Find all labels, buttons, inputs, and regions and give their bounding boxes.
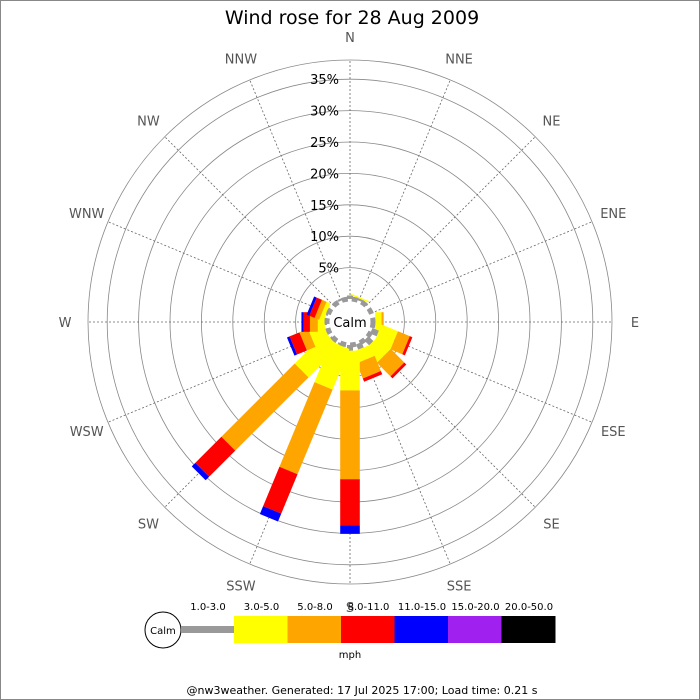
calm-center: Calm (324, 296, 376, 348)
wind-bar-segment (299, 328, 316, 351)
wind-bar-segment (390, 362, 407, 379)
legend-swatch (501, 616, 556, 643)
direction-label-nw: NW (137, 114, 160, 129)
wind-bar-n (347, 295, 353, 299)
wind-bar-segment (191, 462, 210, 481)
speed-legend: Calm 1.0-3.0 3.0-5.0 5.0-8.0 8.0-11.0 11.0-15… (144, 602, 556, 661)
chart-title: Wind rose for 28 Aug 2009 (225, 7, 479, 29)
direction-label-ene: ENE (600, 207, 626, 222)
legend-swatch (341, 616, 395, 643)
wind-bar-segment (279, 382, 333, 475)
wind-bar-segment (364, 336, 374, 346)
legend-calm-label: Calm (150, 626, 176, 637)
legend-swatch (287, 616, 342, 643)
wind-bar-segment (340, 350, 360, 391)
direction-label-n: N (345, 31, 355, 46)
direction-label-e: E (631, 316, 639, 331)
wind-bar-segment (314, 299, 327, 320)
wind-bar-segment (402, 336, 413, 356)
wind-bar-segment (309, 297, 323, 318)
footer-credit: @nw3weather. Generated: 17 Jul 2025 17:0… (187, 684, 538, 697)
wind-bar-segment (319, 301, 331, 322)
radial-tick-label: 5% (318, 262, 339, 277)
wind-bar-s (340, 345, 360, 534)
legend-bin-label: 3.0-5.0 (244, 602, 279, 613)
axis-labels: N NNE NE ENE E ESE SE SSE S SSW SW WSW W WNW NW NNW 5% 10… (59, 31, 640, 616)
radial-tick-label: 25% (310, 136, 339, 151)
direction-label-se: SE (543, 518, 559, 533)
polar-grid (87, 59, 613, 585)
wind-bar-segment (259, 506, 282, 522)
direction-label-sse: SSE (447, 579, 472, 594)
wind-bar-ssw (259, 341, 350, 522)
wind-bar-segment (362, 370, 383, 382)
wind-bar-segment (376, 348, 405, 377)
legend-swatch (234, 616, 288, 643)
direction-label-ne: NE (543, 114, 561, 129)
wind-bar-segment (303, 312, 310, 332)
wind-bar-segment (375, 312, 382, 332)
direction-label-ssw: SSW (226, 579, 256, 594)
direction-label-sw: SW (138, 518, 159, 533)
radial-tick-label: 20% (310, 167, 339, 182)
radial-tick-label: 35% (310, 73, 339, 88)
legend-unit-label: mph (339, 650, 361, 661)
direction-label-wnw: WNW (69, 207, 105, 222)
wind-bar-segment (263, 466, 298, 514)
direction-label-w: W (59, 316, 72, 331)
legend-bin-label: 11.0-15.0 (398, 602, 446, 613)
wind-bar-segment (314, 341, 350, 390)
wind-bar-segment (340, 525, 360, 534)
wind-bar-segment (356, 355, 381, 379)
radial-tick-label: 30% (310, 105, 339, 120)
legend-bin-label: 20.0-50.0 (505, 602, 553, 613)
legend-bin-label: 5.0-8.0 (297, 602, 332, 613)
wind-bar-segment (340, 479, 360, 526)
radial-tick-label: 10% (310, 230, 339, 245)
wind-bar-segment (390, 331, 410, 355)
wind-bar-segment (221, 363, 309, 451)
wind-bar-segment (350, 293, 370, 303)
radial-tick-label: 15% (310, 199, 339, 214)
legend-bin-label: 15.0-20.0 (451, 602, 499, 613)
legend-bin-label: 8.0-11.0 (348, 602, 390, 613)
legend-swatch (181, 626, 234, 633)
wind-bar-segment (301, 312, 304, 332)
wind-bar-segment (347, 295, 353, 299)
direction-label-s: S (346, 601, 354, 616)
wind-bar-segment (294, 332, 340, 378)
wind-bar-segment (195, 436, 236, 477)
legend-swatch (394, 616, 449, 643)
wind-bar-segment (340, 390, 360, 480)
wind-bar-sse (351, 342, 383, 382)
legend-swatch (448, 616, 502, 643)
direction-label-ese: ESE (601, 425, 626, 440)
direction-label-wsw: WSW (70, 425, 104, 440)
wind-bar-segment (306, 296, 317, 316)
wind-bars (191, 293, 413, 534)
legend-bin-label: 1.0-3.0 (190, 602, 225, 613)
wind-bar-sw (191, 332, 340, 481)
wind-bar-segment (347, 345, 353, 351)
wind-bar-wnw (306, 296, 331, 322)
direction-label-nnw: NNW (225, 53, 257, 68)
direction-label-nne: NNE (445, 53, 473, 68)
calm-label: Calm (333, 316, 366, 331)
grid-ring-outer (87, 59, 613, 585)
grid-ring (106, 78, 594, 566)
wind-bar-segment (289, 332, 307, 355)
calm-circle (330, 302, 370, 342)
wind-bar-segment (286, 336, 298, 356)
